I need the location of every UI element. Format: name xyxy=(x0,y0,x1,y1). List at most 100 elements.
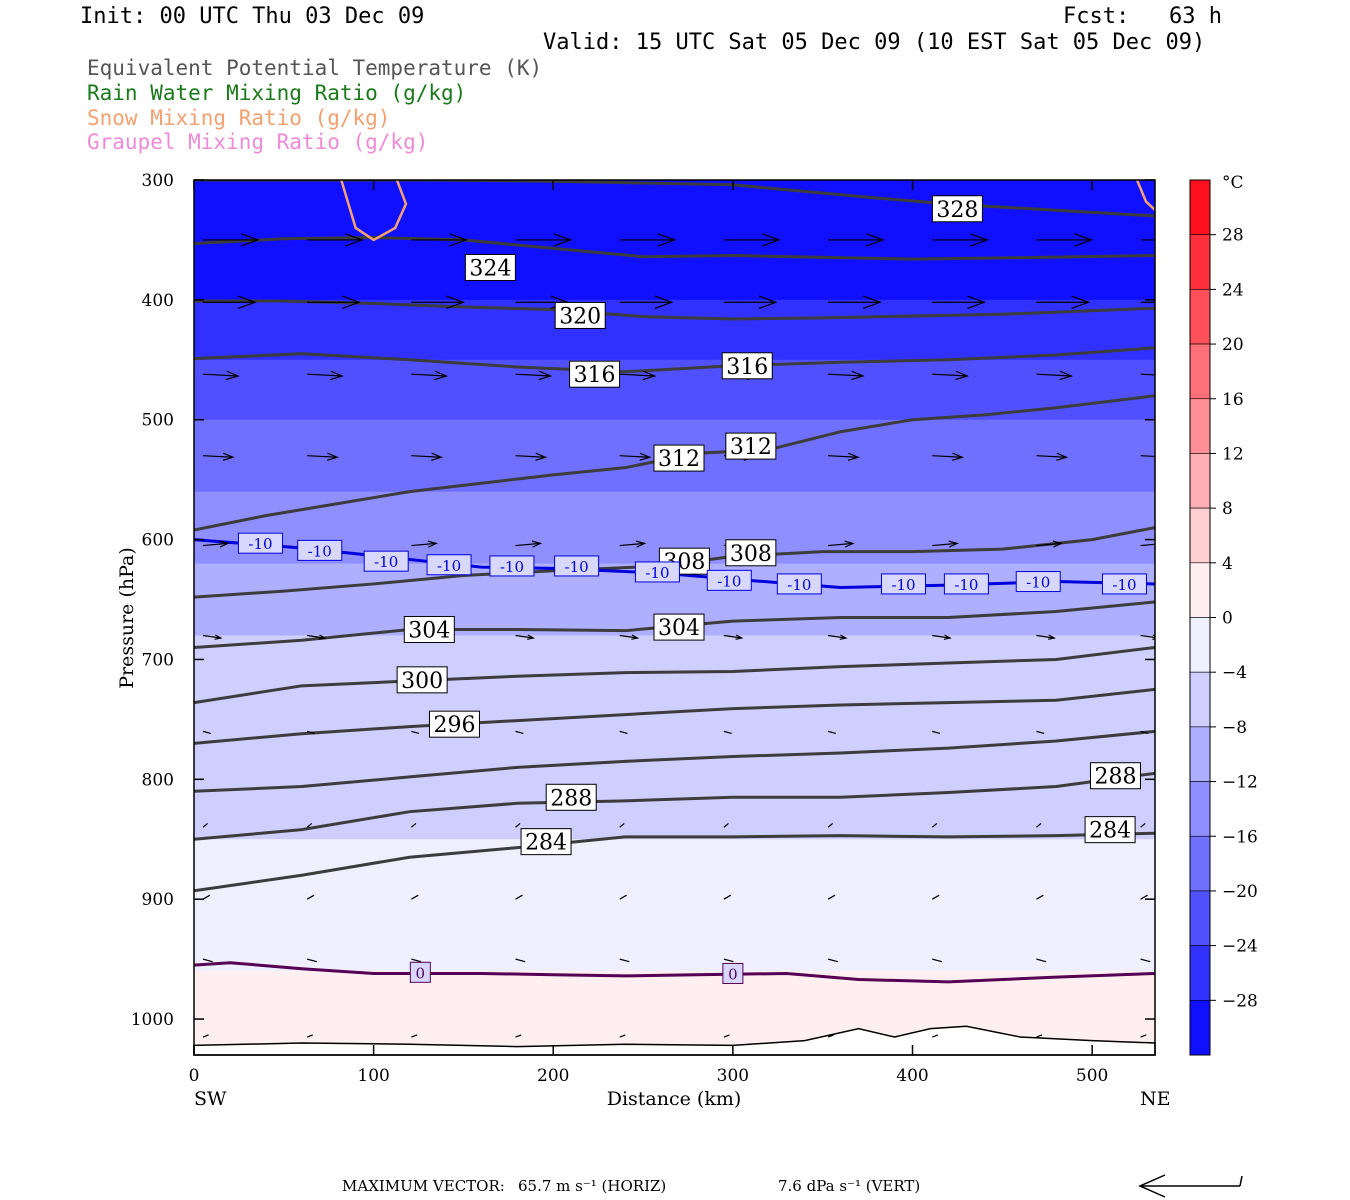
isotherm-label: -10 xyxy=(787,576,811,594)
colorbar-tick-label: −28 xyxy=(1222,991,1258,1011)
wind-vector-head xyxy=(531,540,543,548)
wind-vector-head xyxy=(1056,452,1069,461)
colorbar-band xyxy=(1189,781,1211,837)
wind-vector xyxy=(202,542,228,547)
shading-band xyxy=(194,947,1155,960)
wind-vector xyxy=(619,894,627,900)
shading-band xyxy=(194,347,1155,361)
wind-vector-head xyxy=(240,233,260,247)
shading-band xyxy=(194,419,1155,433)
wind-vector xyxy=(619,1034,626,1038)
wind-vector xyxy=(723,822,729,828)
isotherm-label-box xyxy=(489,555,535,577)
wind-vector xyxy=(202,894,211,900)
plot-frame xyxy=(193,179,1156,1056)
y-tick-label: 600 xyxy=(142,531,174,551)
theta-e-label-box xyxy=(725,432,777,460)
theta-e-label: 312 xyxy=(658,447,700,472)
shading-band xyxy=(194,407,1155,421)
snow-contour-0 xyxy=(340,180,408,242)
wind-vector xyxy=(932,542,958,547)
colorbar-band xyxy=(1189,562,1211,618)
wind-vector-head xyxy=(1059,370,1074,381)
shading-band xyxy=(194,791,1155,804)
wind-vector-head xyxy=(345,233,364,247)
colorbar-tick-label: 4 xyxy=(1222,554,1233,574)
isotherm-label-box xyxy=(1101,573,1147,595)
shading-band xyxy=(194,491,1155,505)
wind-vector xyxy=(828,373,864,377)
theta-e-label-box xyxy=(725,539,777,567)
theta-e-label: 284 xyxy=(525,831,567,856)
wind-vector-head xyxy=(844,540,855,548)
isotherm-label-box xyxy=(706,569,752,591)
colorbar-band xyxy=(1189,343,1211,400)
wind-vector xyxy=(515,542,541,547)
shading-band xyxy=(194,599,1155,613)
wind-vector xyxy=(202,822,208,828)
colorbar-tick-label: −8 xyxy=(1222,718,1247,738)
theta-e-contour-292 xyxy=(194,729,1155,793)
isotherm-label: -10 xyxy=(717,572,741,590)
forecast-hour: Fcst: 63 h xyxy=(1063,4,1222,29)
colorbar-tick-label: −12 xyxy=(1222,773,1258,793)
wind-vector-head xyxy=(847,452,860,461)
shading-band xyxy=(194,899,1155,912)
colorbar-band xyxy=(1189,945,1211,1001)
wind-vector xyxy=(1036,1034,1043,1038)
wind-vector-head xyxy=(839,634,848,640)
shading-band xyxy=(194,731,1155,744)
shading-band xyxy=(194,323,1155,337)
isotherm-label: -10 xyxy=(565,558,589,576)
isotherm-label-box xyxy=(297,539,343,561)
wind-vector xyxy=(931,894,940,900)
isotherm-label-box xyxy=(237,532,283,554)
x-tick-label: 500 xyxy=(1076,1066,1108,1086)
shading-band xyxy=(194,180,1155,193)
colorbar-band xyxy=(1189,507,1211,564)
wind-vector xyxy=(1036,822,1042,828)
wind-vector-head xyxy=(219,540,230,548)
isotherm-label: -10 xyxy=(248,535,272,553)
colorbar-band xyxy=(1189,179,1211,235)
wind-vector xyxy=(931,822,938,828)
colorbar-band xyxy=(1189,835,1211,892)
shading-band xyxy=(194,227,1155,241)
colorbar-tick-label: 20 xyxy=(1222,335,1244,355)
shading-band xyxy=(194,587,1155,601)
theta-e-label-box xyxy=(653,613,705,641)
wind-vector xyxy=(411,542,437,547)
wind-vector-head xyxy=(427,540,438,548)
isotherm-label: 0 xyxy=(728,965,738,983)
x-tick-label: 100 xyxy=(357,1066,389,1086)
wind-vector xyxy=(411,894,419,900)
shading-band xyxy=(194,959,1155,972)
wind-vector-head xyxy=(758,295,778,309)
theta-e-label: 308 xyxy=(730,542,772,567)
wind-vector-head xyxy=(1071,295,1091,309)
wind-vector xyxy=(306,822,313,828)
theta-e-label-box xyxy=(464,254,516,281)
wind-vector-head xyxy=(538,370,553,381)
isotherm-label-box xyxy=(426,554,472,576)
theta-e-label: 296 xyxy=(433,713,475,738)
wind-vector xyxy=(306,894,315,900)
wind-vector xyxy=(202,455,233,458)
theta-e-label: 300 xyxy=(401,669,443,694)
wind-vector-head xyxy=(1157,541,1165,547)
wind-vector-head xyxy=(330,370,344,381)
colorbar-tick-label: −20 xyxy=(1222,882,1258,902)
shading-band xyxy=(194,851,1155,864)
wind-vector xyxy=(1036,730,1045,735)
theta-e-label: 284 xyxy=(1089,819,1131,844)
wind-vector xyxy=(827,634,846,639)
wind-vector-head xyxy=(214,634,223,640)
wind-vector xyxy=(932,1034,939,1038)
shading-band xyxy=(194,983,1155,996)
wind-vector xyxy=(932,730,941,735)
wind-vector-head xyxy=(851,370,865,381)
wind-vector-head xyxy=(434,370,449,381)
wind-vector xyxy=(827,730,836,735)
wind-vector xyxy=(307,373,343,377)
colorbar-tick-label: −16 xyxy=(1222,827,1258,847)
